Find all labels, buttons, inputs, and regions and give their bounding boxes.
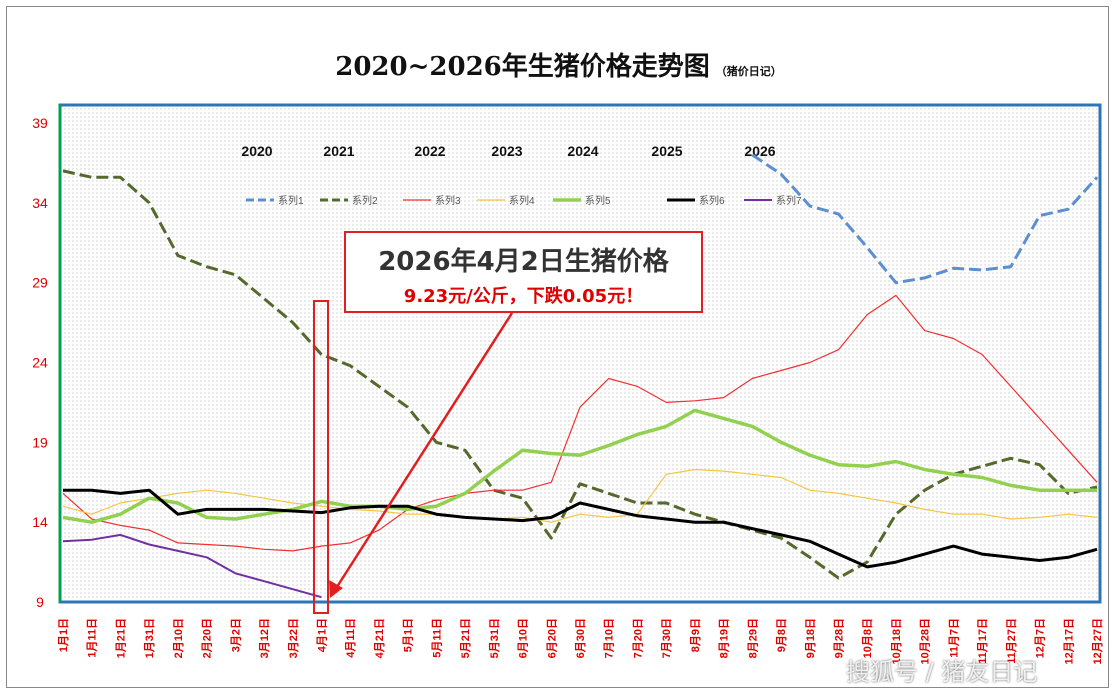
x-tick-label: 12月27日 (1091, 618, 1104, 664)
year-label: 2020 (241, 143, 272, 159)
year-label: 2024 (567, 143, 598, 159)
x-tick-label: 3月2日 (229, 618, 242, 652)
x-tick-label: 6月30日 (574, 618, 587, 658)
x-tick-label: 8月29日 (746, 618, 759, 658)
x-tick-label: 10月28日 (919, 618, 932, 664)
x-tick-label: 8月9日 (689, 618, 702, 652)
watermark-text: 搜狐号 / 猪友日记 (846, 658, 1038, 686)
x-tick-label: 7月20日 (631, 618, 644, 658)
x-tick-label: 10月8日 (861, 618, 874, 658)
x-tick-label: 9月8日 (775, 618, 788, 652)
x-tick-label: 7月10日 (603, 618, 616, 658)
highlight-box (313, 300, 329, 614)
y-tick-label: 9 (36, 594, 44, 610)
year-label: 2025 (651, 143, 682, 159)
x-tick-label: 6月20日 (545, 618, 558, 658)
series-line-3 (62, 294, 1098, 552)
x-tick-label: 4月21日 (373, 618, 386, 658)
legend-label: 系列4 (509, 194, 535, 207)
x-tick-label: 2月20日 (201, 618, 214, 658)
series-lines (62, 153, 1099, 599)
x-tick-label: 1月21日 (114, 618, 127, 658)
y-tick-label: 14 (32, 514, 48, 530)
legend-label: 系列2 (352, 194, 378, 207)
legend-label: 系列1 (278, 194, 304, 207)
legend: 系列1 系列2 系列3 系列4 系列5 系列6 系列7 (246, 194, 802, 207)
x-tick-label: 5月11日 (430, 618, 443, 658)
x-tick-label: 5月21日 (459, 618, 472, 658)
legend-label: 系列7 (776, 194, 802, 207)
chart-subtitle: （猪价日记） (715, 65, 782, 78)
x-tick-label: 7月30日 (660, 618, 673, 658)
y-tick-label: 29 (32, 275, 48, 291)
x-tick-labels: 1月1日 1月11日 1月21日 1月31日 2月10日 2月20日 3月2日 3月12日 3月… (57, 618, 1104, 664)
legend-label: 系列3 (435, 194, 461, 207)
x-tick-label: 12月17日 (1062, 618, 1075, 664)
legend-label: 系列6 (699, 194, 725, 207)
callout-arrow (333, 312, 514, 591)
series-line-7 (62, 533, 322, 599)
y-tick-label: 19 (32, 434, 48, 450)
series-line-6 (63, 488, 1098, 569)
x-tick-label: 3月12日 (258, 618, 271, 658)
y-tick-labels: 9 14 19 24 29 34 39 (32, 115, 48, 610)
year-label: 2022 (414, 143, 445, 159)
x-tick-label: 11月17日 (976, 618, 989, 664)
series-line-4 (62, 468, 1098, 523)
series-line-1 (751, 153, 1099, 285)
x-tick-label: 10月18日 (890, 618, 903, 664)
x-tick-label: 11月7日 (947, 618, 960, 658)
x-tick-label: 8月19日 (718, 618, 731, 658)
x-tick-label: 3月22日 (287, 618, 300, 658)
x-tick-label: 1月31日 (143, 618, 156, 658)
x-tick-label: 4月1日 (316, 618, 329, 652)
legend-label: 系列5 (585, 194, 611, 207)
x-tick-label: 9月28日 (833, 618, 846, 658)
x-tick-label: 4月11日 (344, 618, 357, 658)
x-tick-label: 1月1日 (57, 618, 70, 652)
x-tick-label: 1月11日 (86, 618, 99, 658)
year-label: 2023 (491, 143, 522, 159)
x-tick-label: 5月31日 (488, 618, 501, 658)
year-label: 2021 (323, 143, 354, 159)
x-tick-label: 6月10日 (517, 618, 530, 658)
x-tick-label: 9月18日 (804, 618, 817, 658)
x-tick-label: 2月10日 (172, 618, 185, 658)
chart-title: 2020~2026年生猪价格走势图 （猪价日记） (0, 46, 1117, 83)
chart-title-text: 2020~2026年生猪价格走势图 (335, 52, 710, 82)
callout-line1: 2026年4月2日生猪价格 (378, 247, 669, 277)
y-tick-label: 39 (32, 115, 48, 131)
callout-box: 2026年4月2日生猪价格 9.23元/公斤，下跌0.05元！ (344, 231, 703, 313)
plot-area (58, 103, 1102, 604)
year-label: 2026 (744, 143, 775, 159)
series-line-2 (62, 169, 1098, 580)
x-tick-label: 11月27日 (1005, 618, 1018, 664)
callout-arrowhead (329, 580, 343, 598)
y-tick-label: 34 (32, 195, 48, 211)
y-tick-label: 24 (32, 355, 48, 371)
callout-line2: 9.23元/公斤，下跌0.05元！ (403, 286, 644, 307)
series-line-5 (62, 408, 1097, 524)
x-tick-label: 12月7日 (1034, 618, 1047, 658)
x-tick-label: 5月1日 (402, 618, 415, 652)
